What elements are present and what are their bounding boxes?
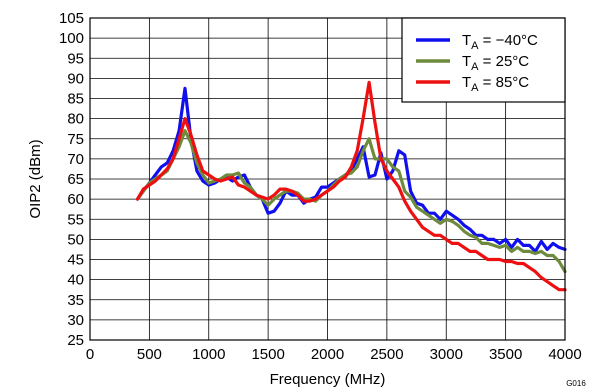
- plot-frame: [89, 17, 566, 341]
- y-tick-label: 85: [67, 91, 84, 108]
- y-tick-label: 80: [67, 111, 84, 128]
- y-tick-label: 55: [67, 211, 84, 228]
- y-tick-label: 100: [59, 30, 84, 47]
- y-tick-label: 65: [67, 171, 84, 188]
- x-tick-label: 1000: [192, 346, 225, 363]
- x-tick-label: 4000: [548, 346, 581, 363]
- y-tick-label: 35: [67, 292, 84, 309]
- y-tick-label: 105: [59, 10, 84, 27]
- legend-label-2: TA = 85°C: [462, 74, 529, 94]
- y-tick-label: 60: [67, 191, 84, 208]
- x-tick-label: 500: [137, 346, 162, 363]
- y-tick-label: 45: [67, 252, 84, 269]
- y-axis-ticks: 25 30 35 40 45 50 55 60 65 70 75 80 85 90 95 100 105: [59, 10, 84, 349]
- x-tick-label: 3500: [489, 346, 522, 363]
- y-tick-label: 90: [67, 70, 84, 87]
- legend-label-0: TA = −40°C: [462, 32, 538, 52]
- y-tick-label: 95: [67, 50, 84, 67]
- x-tick-label: 3000: [430, 346, 463, 363]
- series-line-2: [135, 80, 567, 292]
- series-lines: [135, 80, 567, 292]
- y-tick-label: 40: [67, 272, 84, 289]
- figure-code: G016: [566, 379, 586, 388]
- series-line-1: [135, 129, 567, 274]
- x-tick-label: 2000: [311, 346, 344, 363]
- x-tick-label: 2500: [370, 346, 403, 363]
- x-axis-label: Frequency (MHz): [270, 371, 386, 388]
- y-tick-label: 30: [67, 312, 84, 329]
- legend: TA = −40°CTA = 25°CTA = 85°C: [401, 17, 566, 103]
- y-tick-label: 25: [67, 332, 84, 349]
- y-tick-label: 70: [67, 151, 84, 168]
- x-tick-label: 0: [86, 346, 94, 363]
- y-tick-label: 75: [67, 131, 84, 148]
- y-tick-label: 50: [67, 231, 84, 248]
- x-axis-ticks: 0 500 1000 1500 2000 2500 3000 3500 4000: [86, 346, 582, 363]
- y-axis-label: OIP2 (dBm): [27, 139, 44, 218]
- legend-label-1: TA = 25°C: [462, 53, 529, 73]
- x-tick-label: 1500: [251, 346, 284, 363]
